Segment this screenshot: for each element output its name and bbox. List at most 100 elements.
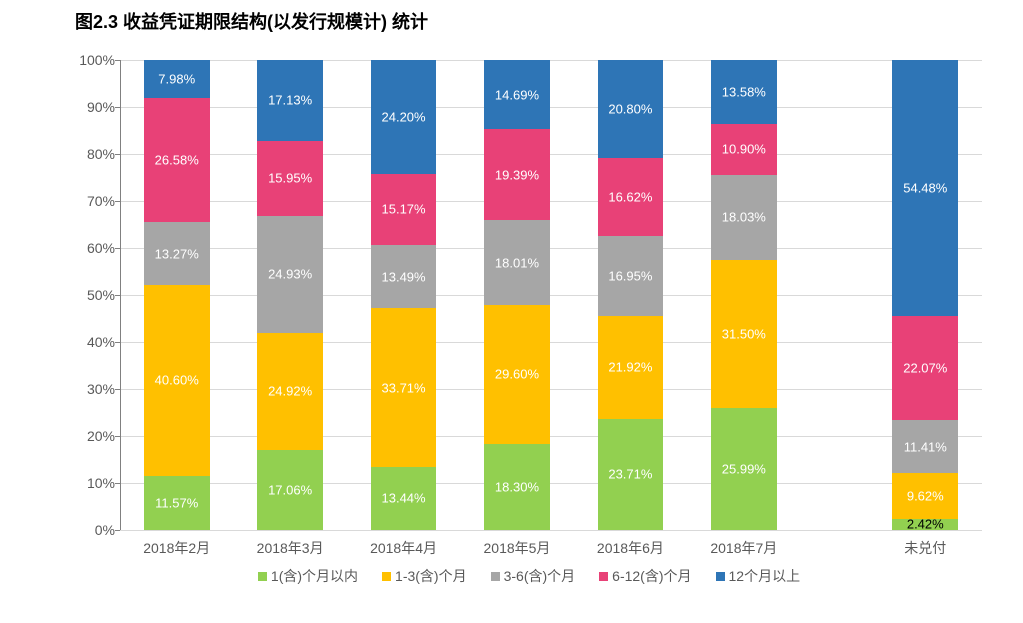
legend-label: 1(含)个月以内 (271, 568, 358, 584)
gridline (120, 436, 982, 437)
bar-segment: 11.57% (144, 476, 210, 530)
y-tick-mark (115, 530, 120, 531)
segment-label: 15.17% (382, 202, 426, 217)
segment-label: 13.44% (382, 491, 426, 506)
gridline (120, 154, 982, 155)
y-tick-label: 60% (65, 240, 115, 256)
segment-label: 24.20% (382, 109, 426, 124)
gridline (120, 483, 982, 484)
bar-group: 2.42%9.62% 11.41% 22.07% 54.48% (892, 60, 958, 530)
legend-swatch (258, 572, 267, 581)
x-tick-label: 2018年2月 (143, 538, 210, 558)
bar-segment: 13.44% (371, 467, 437, 530)
segment-label: 13.58% (722, 84, 766, 99)
gridline (120, 530, 982, 531)
gridline (120, 201, 982, 202)
segment-label: 11.41% (904, 439, 947, 454)
x-tick-label: 2018年6月 (597, 538, 664, 558)
bar-segment: 11.41% (892, 420, 958, 474)
bar-segment: 26.58% (144, 98, 210, 223)
legend-swatch (382, 572, 391, 581)
bar-segment: 13.49% (371, 245, 437, 308)
bar-segment: 29.60% (484, 305, 550, 444)
segment-label: 16.62% (608, 189, 652, 204)
y-tick-label: 100% (65, 52, 115, 68)
segment-label: 11.57% (155, 495, 198, 510)
segment-label: 54.48% (903, 181, 947, 196)
bar-segment: 17.06% (257, 450, 323, 530)
bar-segment: 25.99% (711, 408, 777, 530)
x-tick-label: 未兑付 (904, 538, 946, 558)
bar-segment: 54.48% (892, 60, 958, 316)
segment-label: 15.95% (268, 171, 312, 186)
bar-segment: 24.92% (257, 333, 323, 450)
bar-group: 25.99% 31.50% 18.03% 10.90% 13.58% (711, 60, 777, 530)
bar-segment: 19.39% (484, 129, 550, 220)
bar-group: 11.57%40.60%13.27%26.58%7.98% (144, 60, 210, 530)
y-tick-label: 50% (65, 287, 115, 303)
legend: 1(含)个月以内 1-3(含)个月 3-6(含)个月 6-12(含)个月 12个月以上 (65, 566, 993, 586)
legend-label: 6-12(含)个月 (612, 568, 691, 584)
bar-group: 17.06%24.92%24.93%15.95%17.13% (257, 60, 323, 530)
bar-segment: 13.58% (711, 60, 777, 124)
segment-label: 17.13% (268, 93, 312, 108)
gridline (120, 107, 982, 108)
chart-title: 图2.3 收益凭证期限结构(以发行规模计) 统计 (75, 8, 428, 34)
segment-label: 14.69% (495, 87, 539, 102)
legend-item: 3-6(含)个月 (491, 566, 576, 586)
bar-segment: 16.95% (598, 236, 664, 316)
segment-label: 23.71% (608, 467, 652, 482)
x-tick-label: 2018年4月 (370, 538, 437, 558)
gridline (120, 295, 982, 296)
y-tick-label: 20% (65, 428, 115, 444)
segment-label: 33.71% (382, 380, 426, 395)
x-tick-label: 2018年7月 (710, 538, 777, 558)
bar-segment: 7.98% (144, 60, 210, 98)
chart-area: 11.57%40.60%13.27%26.58%7.98%17.06%24.92… (65, 50, 993, 580)
segment-label: 2.42% (907, 517, 944, 532)
segment-label: 26.58% (155, 152, 199, 167)
y-tick-label: 0% (65, 522, 115, 538)
segment-label: 25.99% (722, 461, 766, 476)
gridline (120, 248, 982, 249)
bar-group: 18.30%29.60%18.01%19.39%14.69% (484, 60, 550, 530)
legend-swatch (599, 572, 608, 581)
segment-label: 16.95% (608, 268, 652, 283)
y-tick-label: 90% (65, 99, 115, 115)
gridline (120, 342, 982, 343)
legend-label: 1-3(含)个月 (395, 568, 467, 584)
legend-item: 12个月以上 (716, 566, 801, 586)
bar-segment: 21.92% (598, 316, 664, 419)
bar-segment: 18.30% (484, 444, 550, 530)
segment-label: 18.03% (722, 210, 766, 225)
segment-label: 18.30% (495, 480, 539, 495)
bar-segment: 14.69% (484, 60, 550, 129)
segment-label: 13.27% (155, 246, 199, 261)
y-axis (120, 60, 121, 530)
segment-label: 7.98% (158, 71, 195, 86)
x-tick-label: 2018年3月 (257, 538, 324, 558)
legend-item: 1-3(含)个月 (382, 566, 467, 586)
bar-segment: 31.50% (711, 260, 777, 408)
y-tick-label: 40% (65, 334, 115, 350)
segment-label: 31.50% (722, 326, 766, 341)
gridline (120, 60, 982, 61)
y-tick-label: 10% (65, 475, 115, 491)
gridline (120, 389, 982, 390)
bar-segment: 13.27% (144, 222, 210, 284)
segment-label: 21.92% (608, 360, 652, 375)
legend-item: 6-12(含)个月 (599, 566, 691, 586)
bar-segment: 15.17% (371, 174, 437, 245)
bar-segment: 16.62% (598, 158, 664, 236)
bar-segment: 20.80% (598, 60, 664, 158)
segment-label: 29.60% (495, 367, 539, 382)
bar-segment: 22.07% (892, 316, 958, 420)
bar-segment: 10.90% (711, 124, 777, 175)
legend-swatch (491, 572, 500, 581)
x-tick-label: 2018年5月 (484, 538, 551, 558)
bar-segment: 2.42% (892, 519, 958, 530)
y-tick-label: 70% (65, 193, 115, 209)
legend-label: 12个月以上 (729, 568, 801, 584)
bar-group: 23.71% 21.92% 16.95% 16.62% 20.80% (598, 60, 664, 530)
bar-segment: 9.62% (892, 473, 958, 518)
